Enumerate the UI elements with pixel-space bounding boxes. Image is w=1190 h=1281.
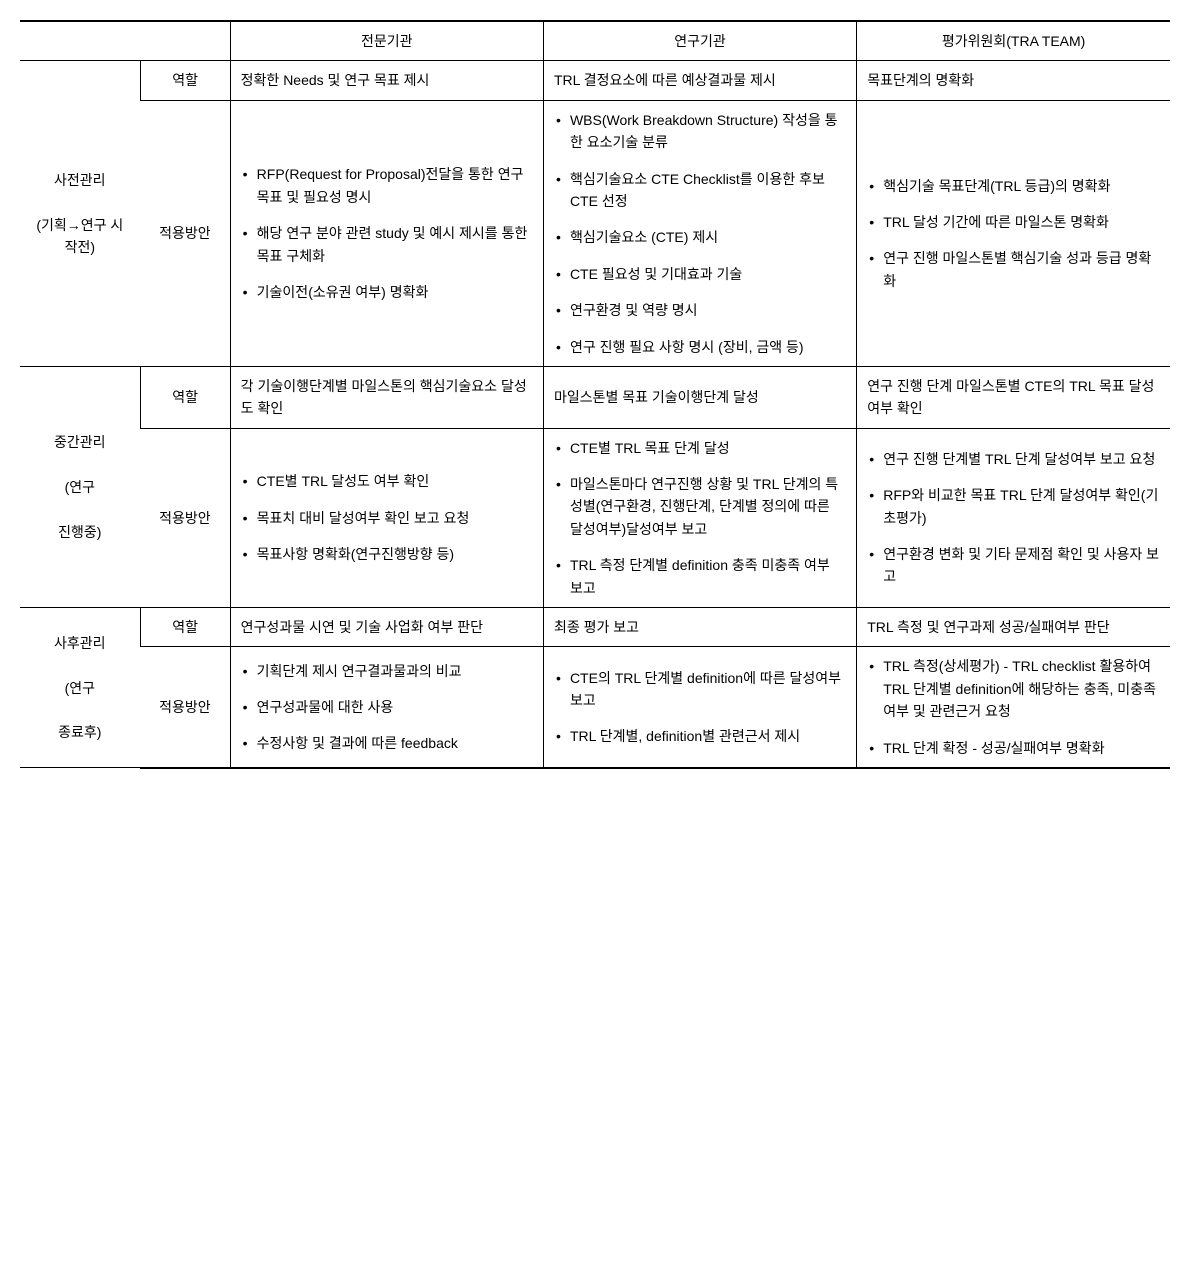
list-item: TRL 단계별, definition별 관련근서 제시 <box>554 725 846 747</box>
list-item: 핵심기술 목표단계(TRL 등급)의 명확화 <box>867 175 1160 197</box>
table-row: 중간관리 (연구 진행중) 역할 각 기술이행단계별 마일스톤의 핵심기술요소 … <box>20 366 1170 428</box>
list-item: 연구성과물에 대한 사용 <box>241 696 533 718</box>
list-item: 기획단계 제시 연구결과물과의 비교 <box>241 660 533 682</box>
pre-role-c1: 정확한 Needs 및 연구 목표 제시 <box>230 61 543 100</box>
header-col3: 평가위원회(TRA TEAM) <box>857 21 1170 61</box>
bullet-list: RFP(Request for Proposal)전달을 통한 연구 목표 및 … <box>241 163 533 303</box>
mid-method-c3: 연구 진행 단계별 TRL 단계 달성여부 보고 요청 RFP와 비교한 목표 … <box>857 428 1170 607</box>
row-type-method: 적용방안 <box>140 100 230 366</box>
phase-pre: 사전관리 (기획→연구 시작전) <box>20 61 140 367</box>
pre-method-c2: WBS(Work Breakdown Structure) 작성을 통한 요소기… <box>543 100 856 366</box>
phase-pre-title: 사전관리 <box>30 169 130 191</box>
pre-role-c2: TRL 결정요소에 따른 예상결과물 제시 <box>543 61 856 100</box>
bullet-list: CTE별 TRL 달성도 여부 확인 목표치 대비 달성여부 확인 보고 요청 … <box>241 470 533 565</box>
phase-post-sub1: (연구 <box>30 677 130 699</box>
list-item: 핵심기술요소 CTE Checklist를 이용한 후보 CTE 선정 <box>554 168 846 213</box>
list-item: CTE의 TRL 단계별 definition에 따른 달성여부 보고 <box>554 667 846 712</box>
mid-role-c2: 마일스톤별 목표 기술이행단계 달성 <box>543 366 856 428</box>
mid-method-c1: CTE별 TRL 달성도 여부 확인 목표치 대비 달성여부 확인 보고 요청 … <box>230 428 543 607</box>
bullet-list: WBS(Work Breakdown Structure) 작성을 통한 요소기… <box>554 109 846 358</box>
list-item: TRL 측정 단계별 definition 충족 미충족 여부 보고 <box>554 554 846 599</box>
pre-role-c3: 목표단계의 명확화 <box>857 61 1170 100</box>
pre-method-c1: RFP(Request for Proposal)전달을 통한 연구 목표 및 … <box>230 100 543 366</box>
mid-role-c1: 각 기술이행단계별 마일스톤의 핵심기술요소 달성도 확인 <box>230 366 543 428</box>
list-item: 연구 진행 단계별 TRL 단계 달성여부 보고 요청 <box>867 448 1160 470</box>
phase-post-sub2: 종료후) <box>30 721 130 743</box>
list-item: TRL 달성 기간에 따른 마일스톤 명확화 <box>867 211 1160 233</box>
row-type-role: 역할 <box>140 366 230 428</box>
post-method-c3: TRL 측정(상세평가) - TRL checklist 활용하여 TRL 단계… <box>857 647 1170 768</box>
list-item: RFP와 비교한 목표 TRL 단계 달성여부 확인(기초평가) <box>867 484 1160 529</box>
table-row: 사전관리 (기획→연구 시작전) 역할 정확한 Needs 및 연구 목표 제시… <box>20 61 1170 100</box>
bullet-list: CTE의 TRL 단계별 definition에 따른 달성여부 보고 TRL … <box>554 667 846 748</box>
bullet-list: TRL 측정(상세평가) - TRL checklist 활용하여 TRL 단계… <box>867 655 1160 759</box>
list-item: 연구 진행 마일스톤별 핵심기술 성과 등급 명확화 <box>867 247 1160 292</box>
bullet-list: CTE별 TRL 목표 단계 달성 마일스톤마다 연구진행 상황 및 TRL 단… <box>554 437 846 599</box>
header-blank <box>20 21 230 61</box>
list-item: 해당 연구 분야 관련 study 및 예시 제시를 통한 목표 구체화 <box>241 222 533 267</box>
post-role-c2: 최종 평가 보고 <box>543 608 856 647</box>
header-col1: 전문기관 <box>230 21 543 61</box>
phase-post-title: 사후관리 <box>30 632 130 654</box>
row-type-role: 역할 <box>140 608 230 647</box>
list-item: CTE별 TRL 달성도 여부 확인 <box>241 470 533 492</box>
row-type-method: 적용방안 <box>140 647 230 768</box>
row-type-role: 역할 <box>140 61 230 100</box>
bullet-list: 핵심기술 목표단계(TRL 등급)의 명확화 TRL 달성 기간에 따른 마일스… <box>867 175 1160 293</box>
phase-mid-sub2: 진행중) <box>30 521 130 543</box>
table-row: 적용방안 기획단계 제시 연구결과물과의 비교 연구성과물에 대한 사용 수정사… <box>20 647 1170 768</box>
list-item: 기술이전(소유권 여부) 명확화 <box>241 281 533 303</box>
trl-management-table: 전문기관 연구기관 평가위원회(TRA TEAM) 사전관리 (기획→연구 시작… <box>20 20 1170 769</box>
table-row: 적용방안 RFP(Request for Proposal)전달을 통한 연구 … <box>20 100 1170 366</box>
post-role-c1: 연구성과물 시연 및 기술 사업화 여부 판단 <box>230 608 543 647</box>
list-item: 목표치 대비 달성여부 확인 보고 요청 <box>241 507 533 529</box>
list-item: 연구환경 및 역량 명시 <box>554 299 846 321</box>
phase-mid-sub1: (연구 <box>30 476 130 498</box>
mid-method-c2: CTE별 TRL 목표 단계 달성 마일스톤마다 연구진행 상황 및 TRL 단… <box>543 428 856 607</box>
header-col2: 연구기관 <box>543 21 856 61</box>
list-item: 수정사항 및 결과에 따른 feedback <box>241 732 533 754</box>
list-item: 연구 진행 필요 사항 명시 (장비, 금액 등) <box>554 336 846 358</box>
phase-mid: 중간관리 (연구 진행중) <box>20 366 140 607</box>
mid-role-c3: 연구 진행 단계 마일스톤별 CTE의 TRL 목표 달성여부 확인 <box>857 366 1170 428</box>
bullet-list: 연구 진행 단계별 TRL 단계 달성여부 보고 요청 RFP와 비교한 목표 … <box>867 448 1160 588</box>
phase-post: 사후관리 (연구 종료후) <box>20 608 140 768</box>
post-method-c2: CTE의 TRL 단계별 definition에 따른 달성여부 보고 TRL … <box>543 647 856 768</box>
row-type-method: 적용방안 <box>140 428 230 607</box>
pre-method-c3: 핵심기술 목표단계(TRL 등급)의 명확화 TRL 달성 기간에 따른 마일스… <box>857 100 1170 366</box>
list-item: 연구환경 변화 및 기타 문제점 확인 및 사용자 보고 <box>867 543 1160 588</box>
list-item: TRL 측정(상세평가) - TRL checklist 활용하여 TRL 단계… <box>867 655 1160 722</box>
header-row: 전문기관 연구기관 평가위원회(TRA TEAM) <box>20 21 1170 61</box>
table-row: 적용방안 CTE별 TRL 달성도 여부 확인 목표치 대비 달성여부 확인 보… <box>20 428 1170 607</box>
list-item: 목표사항 명확화(연구진행방향 등) <box>241 543 533 565</box>
list-item: RFP(Request for Proposal)전달을 통한 연구 목표 및 … <box>241 163 533 208</box>
list-item: TRL 단계 확정 - 성공/실패여부 명확화 <box>867 737 1160 759</box>
table-row: 사후관리 (연구 종료후) 역할 연구성과물 시연 및 기술 사업화 여부 판단… <box>20 608 1170 647</box>
list-item: 핵심기술요소 (CTE) 제시 <box>554 226 846 248</box>
list-item: WBS(Work Breakdown Structure) 작성을 통한 요소기… <box>554 109 846 154</box>
phase-mid-title: 중간관리 <box>30 431 130 453</box>
bullet-list: 기획단계 제시 연구결과물과의 비교 연구성과물에 대한 사용 수정사항 및 결… <box>241 660 533 755</box>
list-item: CTE 필요성 및 기대효과 기술 <box>554 263 846 285</box>
list-item: CTE별 TRL 목표 단계 달성 <box>554 437 846 459</box>
post-method-c1: 기획단계 제시 연구결과물과의 비교 연구성과물에 대한 사용 수정사항 및 결… <box>230 647 543 768</box>
post-role-c3: TRL 측정 및 연구과제 성공/실패여부 판단 <box>857 608 1170 647</box>
phase-pre-sub: (기획→연구 시작전) <box>30 214 130 259</box>
list-item: 마일스톤마다 연구진행 상황 및 TRL 단계의 특성별(연구환경, 진행단계,… <box>554 473 846 540</box>
